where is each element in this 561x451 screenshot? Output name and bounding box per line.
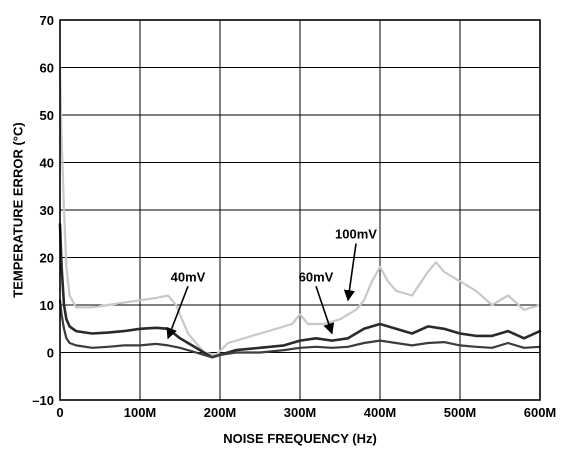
x-tick-label: 100M <box>124 405 157 420</box>
y-tick-label: 40 <box>40 156 54 171</box>
y-axis-title: TEMPERATURE ERROR (°C) <box>11 122 26 297</box>
tick-labels: 0 100M 200M 300M 400M 500M 600M706050403020100… <box>32 13 556 420</box>
y-tick-label: 10 <box>40 298 54 313</box>
annotations: 100mV 60mV 40mV <box>166 227 377 340</box>
series-line-60mV <box>58 299 542 359</box>
series-line-40mV <box>58 223 542 359</box>
annotation-arrow <box>343 243 357 302</box>
x-tick-label: 0 <box>56 405 63 420</box>
annotation-arrow <box>166 285 189 340</box>
x-tick-label: 200M <box>204 405 237 420</box>
annotation-arrow <box>315 285 335 335</box>
y-tick-label: 60 <box>40 61 54 76</box>
plot-frame <box>59 19 541 401</box>
y-tick-label: 50 <box>40 108 54 123</box>
series-group <box>58 66 542 359</box>
y-tick-label: 70 <box>40 13 54 28</box>
annotation-label: 40mV <box>171 269 206 284</box>
y-tick-label: 30 <box>40 203 54 218</box>
x-tick-label: 300M <box>284 405 317 420</box>
x-tick-label: 600M <box>524 405 557 420</box>
annotation-label: 60mV <box>299 269 334 284</box>
annotation-label: 100mV <box>335 227 377 242</box>
y-tick-label: –10 <box>32 393 54 408</box>
x-axis-title: NOISE FREQUENCY (Hz) <box>223 431 377 446</box>
series-line-100mV <box>58 66 542 356</box>
grid <box>60 20 540 400</box>
y-tick-label: 0 <box>47 346 54 361</box>
x-tick-label: 400M <box>364 405 397 420</box>
x-tick-label: 500M <box>444 405 477 420</box>
y-tick-label: 20 <box>40 251 54 266</box>
